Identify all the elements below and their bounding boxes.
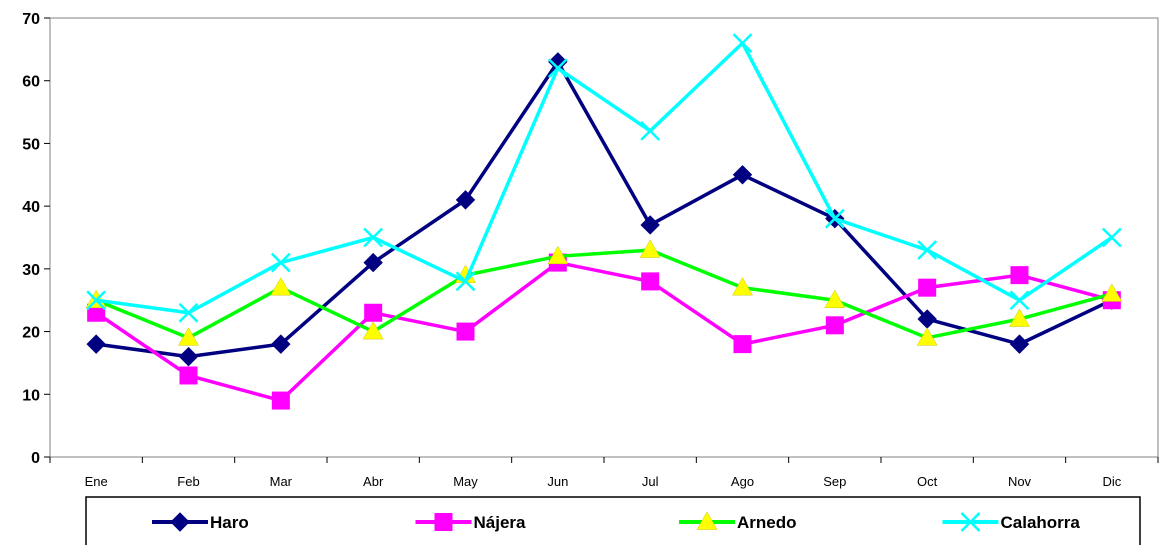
series-line-haro [95, 60, 1113, 359]
y-tick-label: 10 [22, 387, 40, 404]
legend-marker [170, 512, 190, 532]
x-tick-label: Ene [85, 474, 108, 489]
data-point-arnedo [732, 277, 753, 296]
data-point-arnedo [270, 277, 292, 296]
data-point-arnedo [178, 327, 199, 346]
data-point-najera [364, 303, 383, 322]
x-tick-label: Abr [363, 474, 384, 489]
legend-entry-arnedo: Arnedo [679, 511, 797, 532]
data-point-arnedo [1101, 283, 1123, 302]
data-point-arnedo [362, 321, 384, 340]
data-point-calahorra [270, 252, 291, 273]
data-point-arnedo [639, 239, 661, 258]
legend-entry-calahorra: Calahorra [942, 512, 1081, 532]
series-calahorra [86, 33, 1122, 323]
data-point-arnedo [547, 245, 569, 265]
x-tick-label: Mar [270, 474, 293, 489]
data-point-najera [918, 278, 937, 297]
y-tick-label: 60 [22, 74, 40, 91]
data-point-arnedo [916, 327, 938, 346]
series-line-calahorra [95, 41, 1113, 315]
x-tick-label: Ago [731, 474, 754, 489]
y-tick-label: 70 [22, 11, 40, 28]
data-point-haro [732, 165, 753, 185]
data-point-haro [178, 346, 199, 367]
data-point-calahorra [917, 240, 938, 260]
legend-label: Nájera [474, 513, 527, 532]
data-point-najera [1010, 266, 1029, 285]
data-point-calahorra [178, 302, 199, 323]
data-point-najera [271, 391, 290, 410]
data-point-najera [825, 316, 844, 335]
y-tick-label: 20 [22, 325, 40, 342]
data-point-haro [363, 252, 383, 273]
legend-entry-najera: Nájera [415, 513, 527, 532]
data-point-calahorra [86, 290, 107, 311]
x-tick-label: Sep [823, 474, 846, 489]
series-line-arnedo [95, 248, 1113, 340]
data-point-haro [1009, 334, 1030, 354]
legend-label: Calahorra [1001, 513, 1081, 532]
data-point-calahorra [455, 271, 476, 292]
data-point-haro [455, 190, 476, 210]
series-line-najera [95, 260, 1113, 403]
data-point-calahorra [1101, 227, 1122, 248]
data-point-calahorra [824, 208, 845, 229]
legend-marker [960, 512, 981, 532]
data-point-calahorra [640, 121, 661, 141]
x-tick-label: Dic [1102, 474, 1121, 489]
y-tick-label: 50 [22, 136, 40, 153]
x-tick-label: Jul [642, 474, 659, 489]
data-point-calahorra [547, 58, 568, 79]
x-tick-label: Feb [177, 474, 199, 489]
legend-marker [434, 513, 453, 531]
y-axis: 0 10 20 30 40 50 60 70 [22, 11, 50, 467]
data-point-calahorra [732, 33, 753, 53]
data-point-arnedo [824, 289, 846, 308]
data-point-haro [86, 334, 106, 354]
x-tick-label: Nov [1008, 474, 1032, 489]
data-point-haro [271, 334, 291, 354]
data-point-najera [641, 272, 660, 291]
data-point-arnedo [1009, 308, 1030, 327]
legend-marker [696, 511, 718, 530]
y-tick-label: 30 [22, 262, 40, 279]
legend: Haro Nájera Arnedo Calahorra [85, 496, 1141, 545]
y-tick-label: 40 [22, 199, 40, 216]
x-tick-label: Oct [917, 474, 938, 489]
plot-area [49, 17, 1159, 458]
data-point-najera [456, 322, 475, 341]
x-tick-label: Jun [547, 474, 568, 489]
data-point-haro [640, 215, 660, 235]
data-point-calahorra [1009, 290, 1030, 311]
y-tick-label: 0 [31, 450, 40, 467]
x-axis: Ene Feb Mar Abr May Jun Jul Ago Sep Oct Nov Dic [49, 457, 1159, 489]
x-tick-label: May [453, 474, 478, 489]
data-point-najera [179, 366, 198, 385]
data-point-calahorra [363, 227, 384, 248]
legend-entry-haro: Haro [152, 512, 249, 532]
legend-label: Haro [210, 513, 249, 532]
series-layer [85, 33, 1123, 410]
legend-label: Arnedo [737, 513, 797, 532]
data-point-najera [733, 335, 752, 354]
